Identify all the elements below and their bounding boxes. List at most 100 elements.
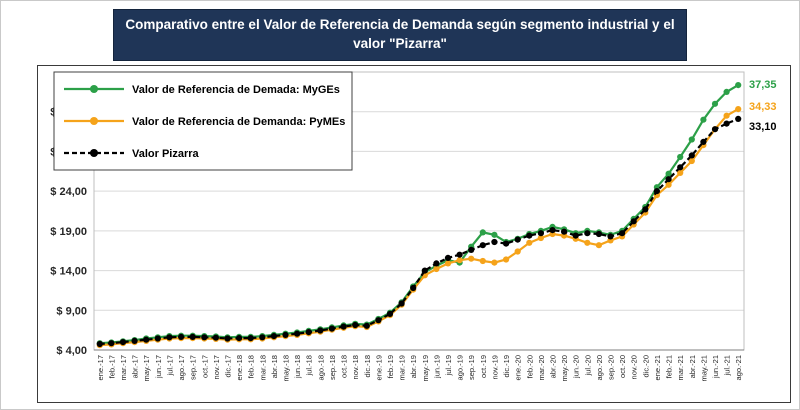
x-tick-label: oct.-19: [479, 355, 488, 378]
line-chart: $ 4,00$ 9,00$ 14,00$ 19,00$ 24,00$ 29,00…: [50, 71, 777, 382]
x-tick-label: nov.-17: [212, 355, 221, 379]
series-marker: [143, 336, 150, 343]
series-marker: [711, 100, 719, 107]
legend-label: Valor Pizarra: [132, 148, 200, 160]
series-marker: [154, 335, 161, 342]
series-marker: [131, 337, 138, 344]
x-tick-label: sep.-18: [328, 355, 337, 380]
x-tick-label: nov.-19: [490, 355, 499, 379]
series-marker: [398, 300, 405, 307]
series-marker: [607, 233, 614, 240]
series-marker: [386, 310, 394, 317]
x-tick-label: oct.-18: [340, 355, 349, 378]
series-marker: [572, 232, 579, 239]
x-tick-label: sep.-17: [189, 355, 198, 380]
series-marker: [421, 267, 428, 274]
series-marker: [340, 323, 347, 330]
x-tick-label: mar.-18: [258, 355, 267, 380]
series-marker: [503, 256, 510, 263]
series-marker: [259, 334, 266, 341]
x-tick-label: mar.-20: [537, 355, 546, 380]
series-marker: [317, 327, 324, 334]
x-tick-label: ago.-17: [177, 355, 186, 380]
x-tick-label: mar.-19: [398, 355, 407, 380]
series-marker: [514, 236, 521, 243]
x-tick-label: ago.-18: [316, 355, 325, 380]
x-tick-label: sep.-19: [467, 355, 476, 380]
series-marker: [479, 229, 486, 236]
x-tick-label: may.-21: [699, 355, 708, 382]
series-end-label: 34,33: [749, 101, 777, 113]
series-marker: [514, 248, 521, 255]
x-tick-label: sep.-20: [607, 355, 616, 380]
series-marker: [166, 334, 173, 341]
x-tick-label: may.-19: [421, 355, 430, 382]
series-marker: [328, 325, 335, 332]
series-2: 33,10: [96, 115, 777, 348]
chart-area: $ 4,00$ 9,00$ 14,00$ 19,00$ 24,00$ 29,00…: [37, 65, 791, 403]
series-marker: [491, 231, 498, 238]
x-tick-label: jun.-17: [154, 355, 163, 379]
x-tick-label: oct.-17: [200, 355, 209, 378]
x-tick-label: abr.-17: [131, 355, 140, 378]
x-tick-label: ene.-17: [96, 355, 105, 380]
legend-marker: [90, 85, 98, 93]
x-tick-label: feb.-20: [525, 355, 534, 378]
legend-label: Valor de Referencia de Demanda: PyMEs: [132, 116, 345, 128]
series-marker: [479, 242, 486, 249]
series-marker: [352, 321, 359, 329]
series-marker: [189, 333, 196, 340]
legend-label: Valor de Referencia de Demada: MyGEs: [132, 84, 340, 96]
series-marker: [96, 340, 103, 348]
x-tick-label: nov.-18: [351, 355, 360, 379]
series-marker: [688, 152, 695, 159]
series-marker: [735, 82, 742, 89]
x-tick-label: jun.-21: [711, 355, 720, 379]
series-marker: [444, 254, 452, 261]
x-tick-label: ene.-18: [235, 355, 244, 380]
x-tick-label: mar.-17: [119, 355, 128, 380]
x-tick-label: abr.-19: [409, 355, 418, 378]
series-marker: [688, 157, 695, 165]
series-marker: [677, 153, 684, 161]
x-tick-label: ene.-19: [374, 355, 383, 380]
y-tick-label: $ 9,00: [56, 305, 87, 317]
series-marker: [201, 334, 208, 341]
x-tick-label: jul.-19: [444, 355, 453, 376]
y-tick-label: $ 19,00: [50, 226, 87, 238]
x-tick-label: jul.-17: [165, 355, 174, 376]
x-tick-label: oct.-20: [618, 355, 627, 378]
series-marker: [665, 170, 672, 177]
series-marker: [282, 331, 289, 338]
chart-title-text: Comparativo entre el Valor de Referencia…: [125, 17, 675, 51]
series-marker: [688, 136, 695, 143]
series-marker: [665, 181, 672, 188]
x-tick-label: jun.-18: [293, 355, 302, 379]
x-tick-label: abr.-21: [688, 355, 697, 378]
series-marker: [595, 230, 603, 238]
series-marker: [665, 176, 672, 183]
series-marker: [410, 284, 417, 292]
series-marker: [653, 188, 661, 195]
x-tick-label: may.-20: [560, 355, 569, 382]
x-tick-label: jul.-21: [723, 355, 732, 376]
legend-marker: [90, 117, 98, 125]
x-axis-labels: ene.-17 feb.-17 mar.-17 abr.-17 may.-17 jun.-…: [96, 355, 743, 382]
legend: Valor de Referencia de Demada: MyGEs Valo…: [53, 71, 353, 171]
series-marker: [468, 255, 475, 262]
series-marker: [247, 335, 254, 342]
x-tick-label: may.-18: [282, 355, 291, 382]
series-marker: [584, 239, 591, 246]
x-tick-label: feb.-19: [386, 355, 395, 378]
chart-title: Comparativo entre el Valor de Referencia…: [113, 9, 687, 61]
series-marker: [270, 333, 277, 340]
x-tick-label: may.-17: [142, 355, 151, 382]
series-marker: [363, 322, 370, 329]
series-marker: [526, 232, 533, 239]
series-marker: [491, 259, 498, 266]
y-tick-label: $ 14,00: [50, 266, 87, 278]
series-marker: [294, 330, 301, 337]
x-tick-label: ene.-21: [653, 355, 662, 380]
series-marker: [503, 240, 510, 247]
x-tick-label: nov.-20: [630, 355, 639, 379]
